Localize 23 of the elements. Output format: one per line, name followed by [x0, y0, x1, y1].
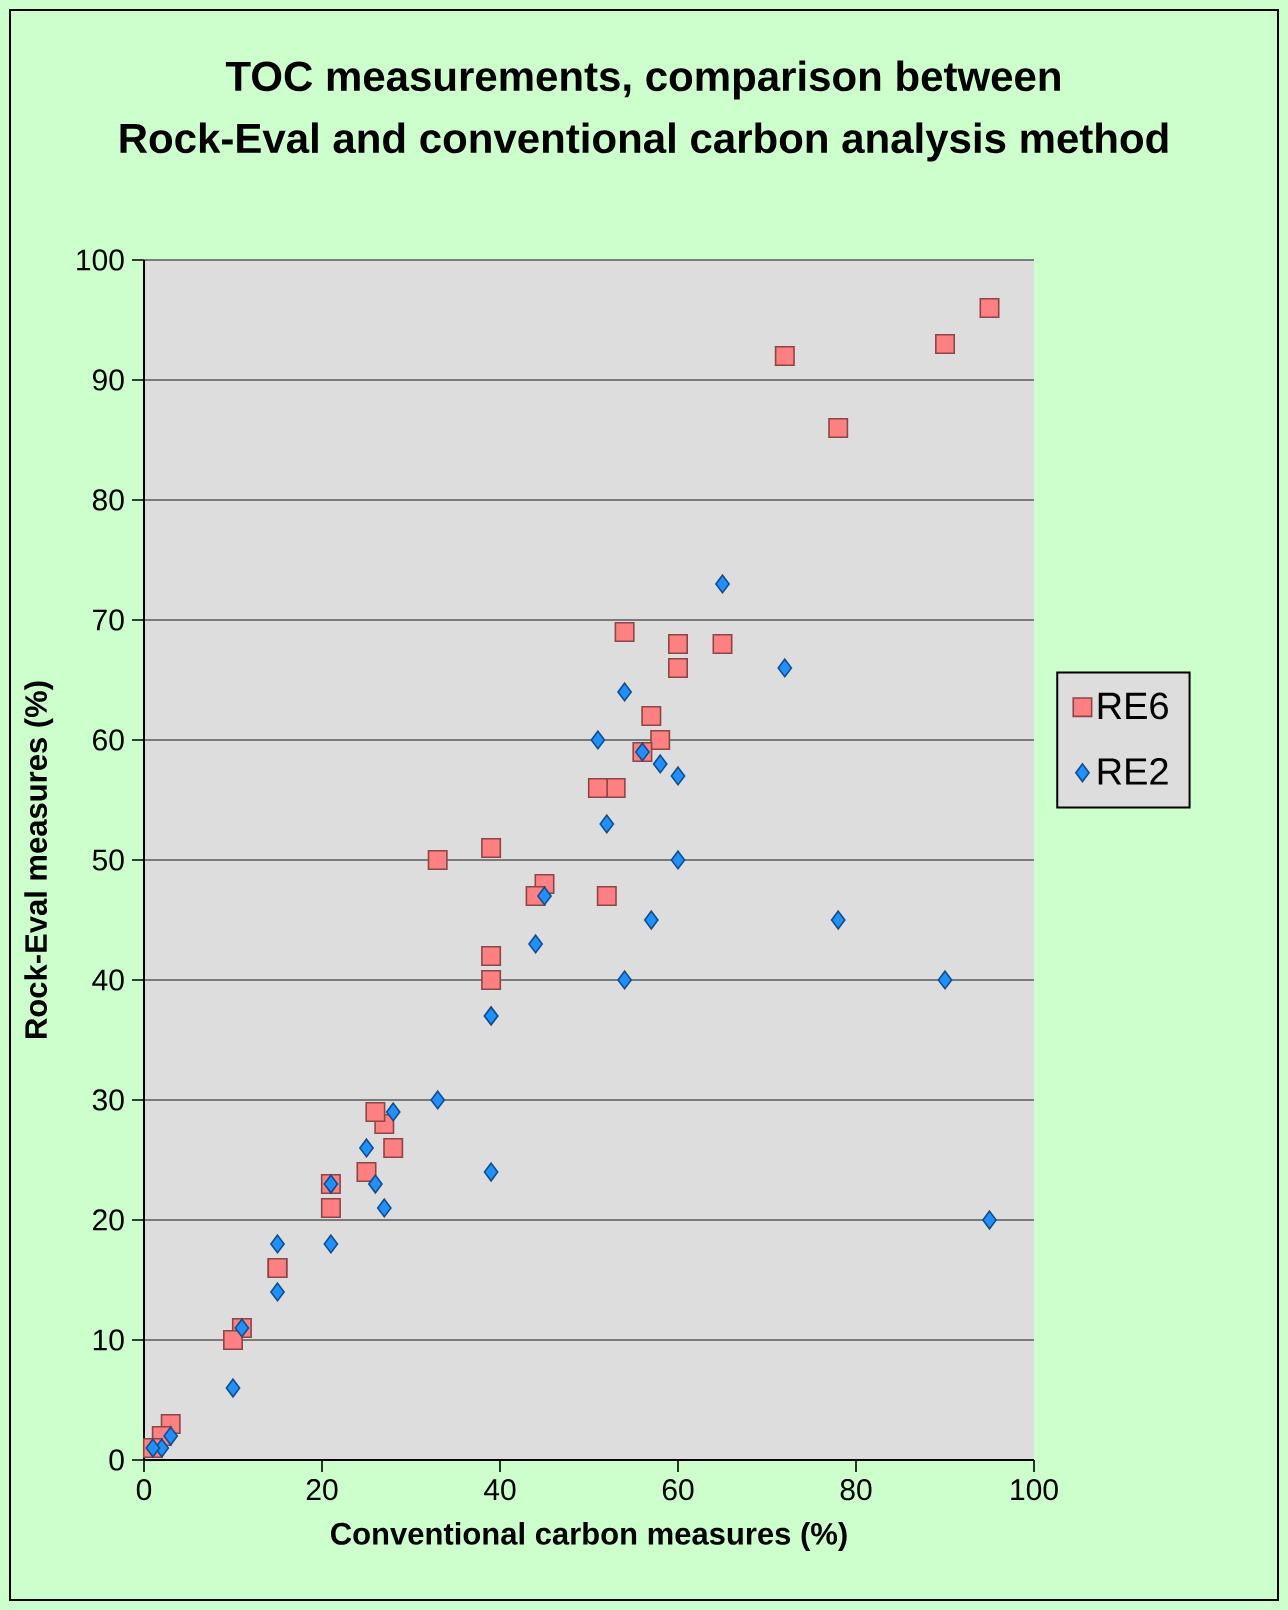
y-tick-label: 30 — [92, 1089, 124, 1111]
y-tick-label: 50 — [92, 849, 124, 871]
y-tick-label: 10 — [93, 1329, 124, 1351]
chart-title: TOC measurements, comparison between — [225, 60, 1060, 100]
y-tick-label: 80 — [92, 489, 124, 511]
legend-label: RE6 — [1098, 692, 1168, 720]
chart-subtitle: Rock-Eval and conventional carbon analysis method — [120, 122, 1168, 162]
x-axis-title: Conventional carbon measures (%) — [331, 1522, 847, 1551]
x-tick-label: 0 — [136, 1479, 152, 1501]
y-tick-label: 100 — [77, 249, 124, 271]
y-tick-label: 70 — [93, 609, 124, 631]
x-tick-label: 20 — [306, 1479, 338, 1501]
x-tick-label: 60 — [662, 1479, 694, 1501]
y-tick-label: 0 — [109, 1449, 124, 1471]
y-tick-label: 40 — [92, 969, 124, 991]
y-tick-label: 60 — [93, 729, 124, 751]
y-tick-label: 90 — [92, 369, 124, 391]
y-tick-label: 20 — [93, 1209, 124, 1231]
x-tick-label: 40 — [484, 1479, 516, 1501]
x-tick-label: 80 — [840, 1479, 872, 1501]
x-tick-label: 100 — [1011, 1479, 1058, 1501]
legend-label: RE2 — [1098, 757, 1168, 785]
y-axis-title: Rock-Eval measures (%) — [24, 681, 54, 1038]
